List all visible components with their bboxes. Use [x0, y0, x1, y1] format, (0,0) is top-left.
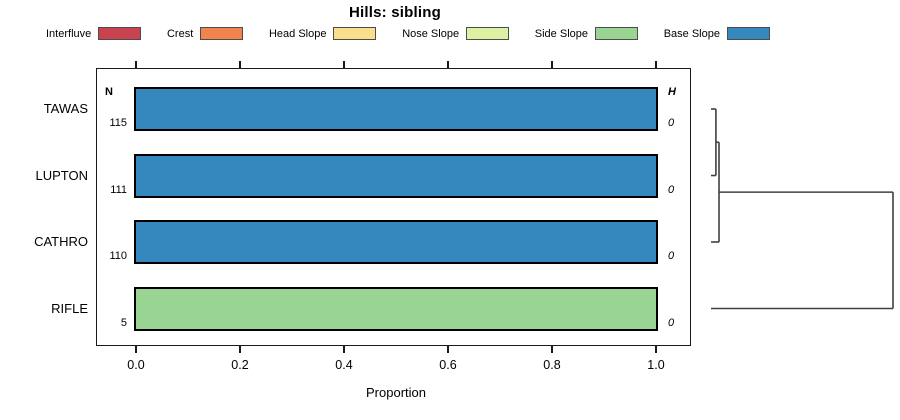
x-axis-tick-label: 1.0 [647, 358, 665, 372]
x-axis-tick-top [239, 61, 241, 68]
n-value: 115 [109, 117, 127, 129]
h-value: 0 [668, 316, 675, 329]
bar-tawas [134, 87, 658, 131]
legend-item: Head Slope [269, 27, 377, 40]
n-value: 110 [109, 250, 127, 262]
legend-item: Base Slope [664, 27, 770, 40]
category-label-lupton: LUPTON [35, 167, 89, 183]
bar-lupton [134, 153, 658, 198]
legend-label: Interfluve [46, 27, 92, 40]
legend-swatch [98, 27, 142, 40]
legend-label: Head Slope [268, 27, 327, 40]
n-column-header: N [105, 86, 113, 98]
x-axis-title: Proportion [366, 385, 426, 400]
x-axis-tick-label: 0.8 [543, 358, 561, 372]
x-axis-tick-top [343, 61, 345, 68]
h-column-header: H [668, 86, 676, 98]
legend: Interfluve Crest Head Slope Nose Slope Side … [46, 25, 770, 42]
h-value: 0 [668, 117, 675, 129]
legend-label: Base Slope [663, 27, 720, 40]
x-axis-tick-bottom [655, 346, 657, 353]
legend-item: Interfluve [46, 27, 142, 40]
bar-rifle [134, 286, 658, 331]
h-value: 0 [668, 183, 675, 196]
x-axis-tick-label: 0.4 [335, 358, 353, 372]
category-label-rifle: RIFLE [51, 300, 88, 316]
legend-swatch [595, 27, 638, 40]
legend-swatch [726, 27, 770, 40]
x-axis-tick-bottom [343, 346, 345, 353]
x-axis-tick-bottom [239, 346, 241, 353]
x-axis-tick-top [655, 61, 657, 68]
legend-item: Nose Slope [402, 27, 510, 40]
legend-label: Nose Slope [402, 27, 460, 40]
x-axis-tick-bottom [551, 346, 553, 353]
x-axis-tick-bottom [135, 346, 137, 353]
legend-label: Crest [166, 27, 194, 40]
legend-label: Side Slope [534, 27, 588, 40]
legend-item: Side Slope [535, 27, 638, 40]
x-axis-tick-label: 0.2 [231, 358, 249, 372]
legend-swatch [200, 27, 244, 40]
h-value: 0 [668, 250, 675, 262]
x-axis-tick-top [135, 61, 137, 68]
x-axis-tick-top [447, 61, 449, 68]
chart-title: Hills: sibling [349, 4, 441, 21]
x-axis-tick-bottom [447, 346, 449, 353]
category-label-cathro: CATHRO [34, 234, 88, 249]
x-axis-tick-label: 0.0 [127, 358, 145, 372]
bar-cathro [134, 220, 658, 264]
n-value: 5 [120, 316, 127, 329]
x-axis-tick-label: 0.6 [439, 358, 457, 372]
n-value: 111 [110, 183, 127, 196]
x-axis-tick-top [551, 61, 553, 68]
legend-swatch [333, 27, 377, 40]
category-label-tawas: TAWAS [43, 101, 88, 116]
legend-item: Crest [166, 27, 244, 40]
legend-swatch [466, 27, 510, 40]
